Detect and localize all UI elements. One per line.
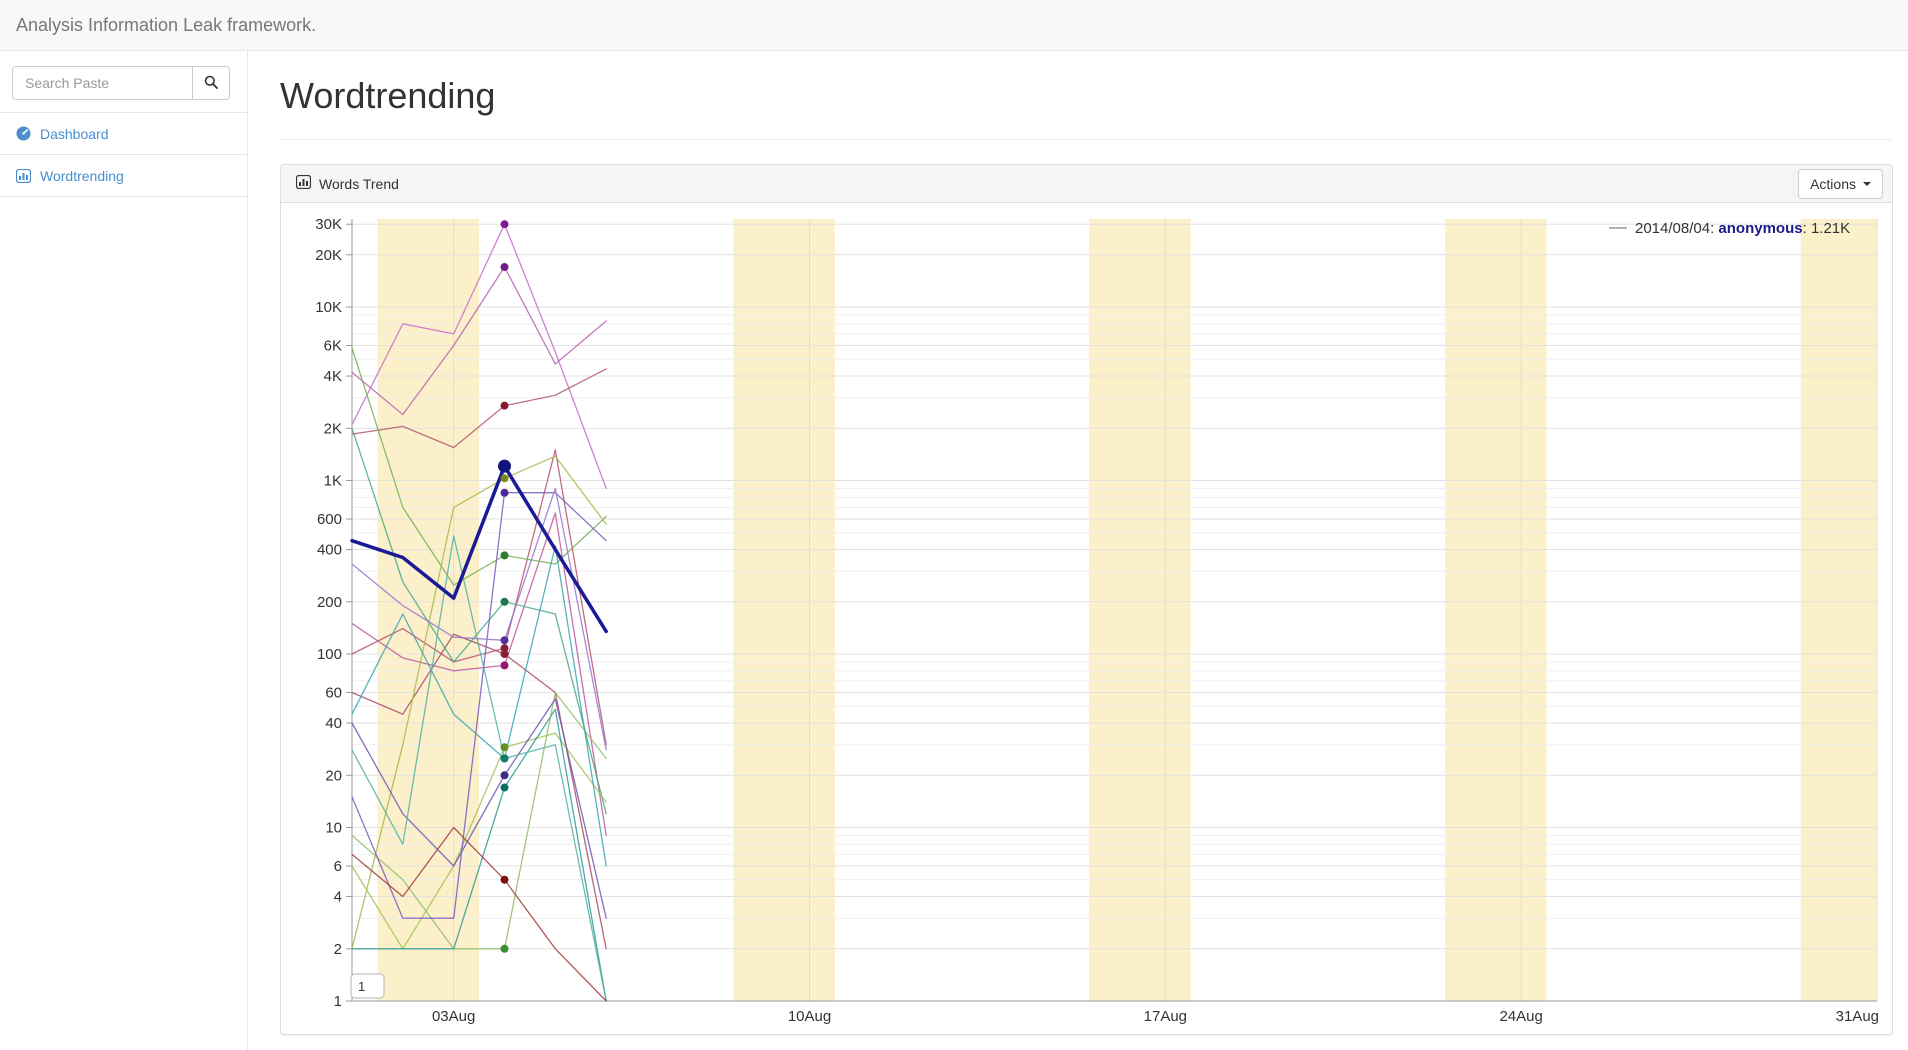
hover-dot <box>500 636 509 645</box>
svg-text:2014/08/04: anonymous: 1.21K: 2014/08/04: anonymous: 1.21K <box>1635 220 1850 237</box>
svg-text:600: 600 <box>317 511 342 528</box>
hover-dot <box>500 650 509 658</box>
series-line <box>351 449 607 746</box>
hover-dot <box>500 875 509 884</box>
hover-dot <box>500 944 509 953</box>
svg-text:30K: 30K <box>315 216 342 233</box>
svg-text:1: 1 <box>358 979 365 994</box>
svg-text:10K: 10K <box>315 299 342 316</box>
series-line <box>351 826 607 1002</box>
hover-dot <box>500 263 509 272</box>
svg-text:2K: 2K <box>324 420 342 437</box>
actions-button-label: Actions <box>1810 176 1856 192</box>
series-line <box>351 368 607 449</box>
series-lines <box>350 223 608 1002</box>
dashboard-icon <box>16 126 31 141</box>
hover-dot <box>500 551 509 560</box>
axis-min-box: 1 <box>350 973 385 999</box>
chevron-down-icon <box>1863 182 1871 186</box>
series-line <box>351 492 607 919</box>
weekend-bands <box>377 219 1877 1001</box>
series-line <box>351 512 607 837</box>
series-line <box>351 698 607 919</box>
svg-text:24Aug: 24Aug <box>1499 1008 1542 1025</box>
series-line <box>351 455 607 950</box>
svg-text:2: 2 <box>334 941 342 958</box>
hover-dots <box>498 220 511 953</box>
hover-dot <box>500 401 509 410</box>
hover-tooltip: 2014/08/04: anonymous: 1.21K <box>1609 220 1850 237</box>
svg-text:4K: 4K <box>324 368 342 385</box>
main-content: Wordtrending Words Trend Actions 1 2 4 6 10 2… <box>249 75 1908 1035</box>
svg-text:1: 1 <box>334 993 342 1010</box>
hover-dot <box>498 459 511 473</box>
svg-text:20K: 20K <box>315 247 342 264</box>
svg-text:6K: 6K <box>324 337 342 354</box>
svg-text:40: 40 <box>325 715 342 732</box>
series-line <box>351 223 607 490</box>
words-trend-chart[interactable]: 1 2 4 6 10 20 40 60 100 200 400 600 1K 2K 4K 6K 10K 20K 30… <box>281 203 1892 1034</box>
svg-text:10: 10 <box>325 820 342 837</box>
svg-text:10Aug: 10Aug <box>788 1008 831 1025</box>
hover-dot <box>500 743 509 752</box>
series-line <box>351 347 607 586</box>
series-line <box>351 732 607 950</box>
series-line <box>351 708 607 1002</box>
x-gridlines <box>453 219 1878 1001</box>
hover-dot <box>500 644 509 653</box>
hover-dot <box>500 771 509 780</box>
search-group <box>12 66 230 100</box>
svg-text:4: 4 <box>334 889 342 906</box>
series-line <box>351 691 607 950</box>
words-trend-panel: Words Trend Actions 1 2 4 6 10 20 40 60 100 200 40… <box>280 164 1893 1035</box>
svg-text:100: 100 <box>317 646 342 663</box>
x-axis-labels: 03Aug 10Aug 17Aug 24Aug 31Aug <box>432 1008 1879 1025</box>
hover-dot <box>500 754 509 763</box>
top-navbar: Analysis Information Leak framework. <box>0 0 1908 51</box>
series-line <box>351 487 607 751</box>
panel-heading: Words Trend Actions <box>281 165 1892 203</box>
series-line <box>351 545 607 867</box>
hover-dot <box>500 474 509 483</box>
svg-text:200: 200 <box>317 594 342 611</box>
sidebar: Dashboard Wordtrending <box>0 51 248 1050</box>
sidebar-nav: Dashboard Wordtrending <box>0 112 247 197</box>
y-gridlines <box>352 223 1877 1002</box>
search-button[interactable] <box>192 66 230 100</box>
svg-text:17Aug: 17Aug <box>1144 1008 1187 1025</box>
svg-text:6: 6 <box>334 858 342 875</box>
svg-text:1K: 1K <box>324 473 342 490</box>
svg-text:03Aug: 03Aug <box>432 1008 475 1025</box>
sidebar-item-dashboard[interactable]: Dashboard <box>0 113 247 155</box>
bar-chart-icon <box>295 174 312 192</box>
hover-dot <box>500 488 509 497</box>
bar-chart-icon <box>16 168 31 183</box>
panel-body: 1 2 4 6 10 20 40 60 100 200 400 600 1K 2K 4K 6K 10K 20K 30… <box>281 203 1892 1034</box>
hover-dot <box>500 783 509 792</box>
search-icon <box>204 75 218 92</box>
svg-text:60: 60 <box>325 684 342 701</box>
hover-dot <box>500 597 509 606</box>
hover-dot <box>500 220 509 229</box>
series-line-anonymous <box>350 464 608 634</box>
actions-button[interactable]: Actions <box>1798 169 1883 199</box>
hover-dot <box>500 661 509 670</box>
sidebar-item-wordtrending[interactable]: Wordtrending <box>0 155 247 197</box>
page-title: Wordtrending <box>280 75 1893 140</box>
series-line <box>351 266 607 416</box>
sidebar-item-label: Dashboard <box>40 125 109 142</box>
y-axis-labels: 1 2 4 6 10 20 40 60 100 200 400 600 1K 2K 4K 6K 10K 20K 30… <box>315 216 352 1010</box>
search-input[interactable] <box>12 66 192 100</box>
svg-text:20: 20 <box>325 767 342 784</box>
svg-text:400: 400 <box>317 542 342 559</box>
panel-title: Words Trend <box>319 175 399 192</box>
sidebar-item-label: Wordtrending <box>40 167 124 184</box>
app-brand: Analysis Information Leak framework. <box>16 14 317 35</box>
svg-text:31Aug: 31Aug <box>1836 1008 1879 1025</box>
series-line <box>351 535 607 1002</box>
